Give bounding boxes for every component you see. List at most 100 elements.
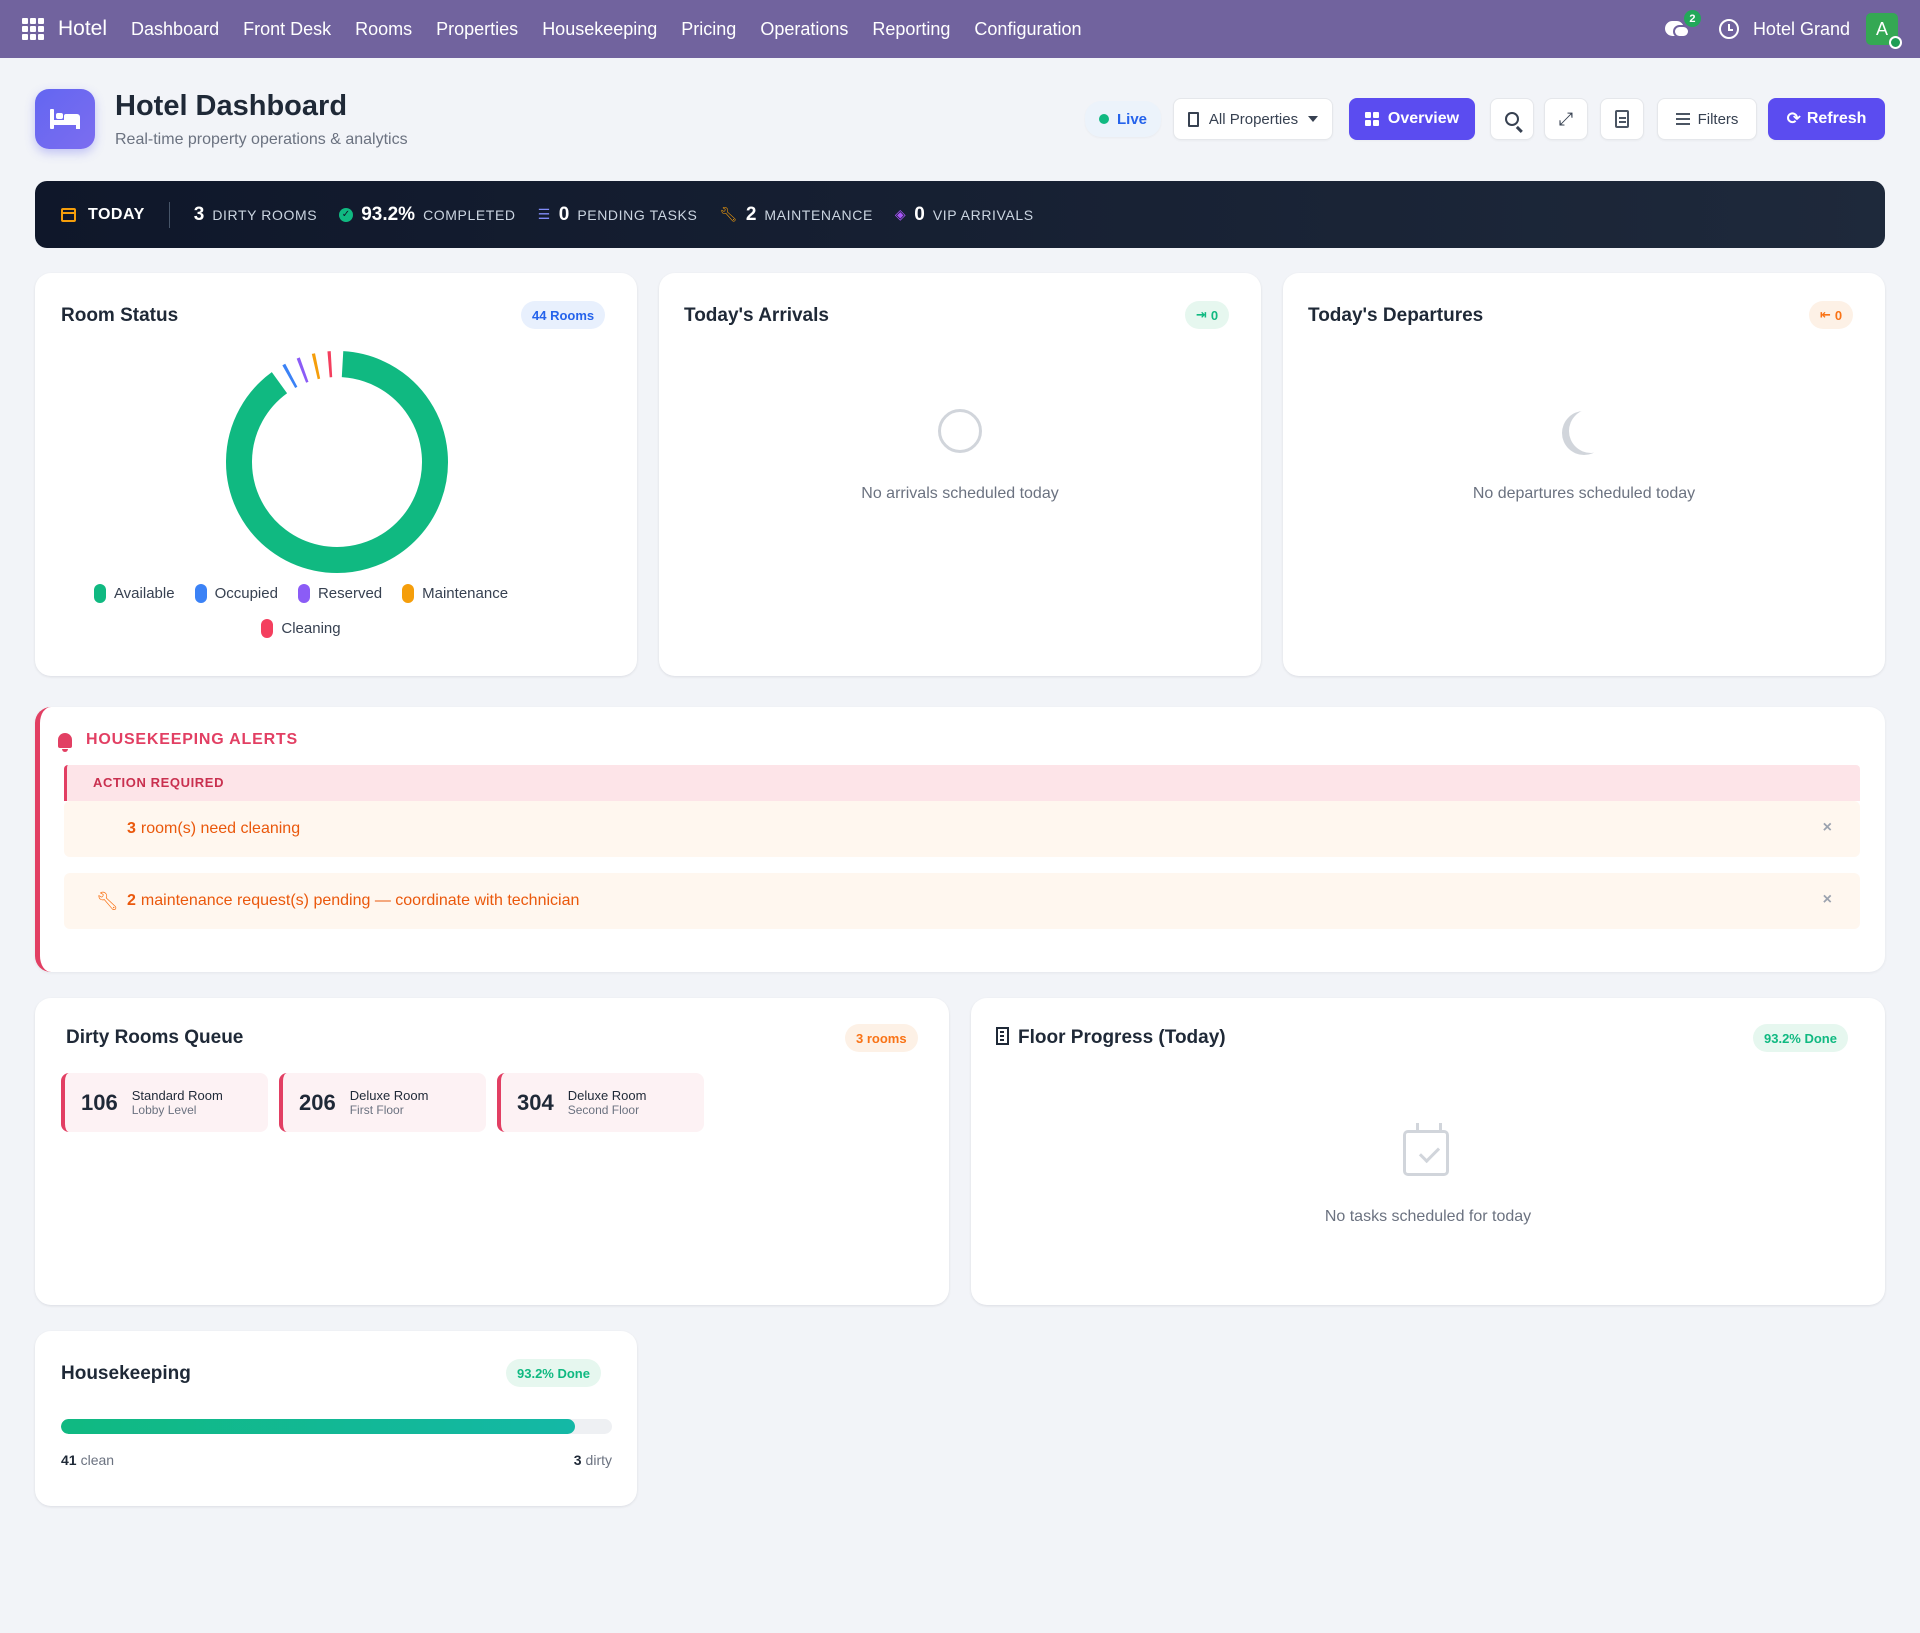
donut-slice-reserved[interactable] [296, 357, 309, 383]
alert-maintenance-count: 2 [127, 892, 136, 909]
legend-cleaning[interactable]: Cleaning [261, 619, 341, 638]
stat-vip-arrivals-value: 0 [914, 203, 925, 225]
legend-available-swatch [93, 584, 106, 603]
room-floor: First Floor [349, 1103, 404, 1117]
avatar-letter: A [1875, 18, 1888, 39]
live-label: Live [1116, 110, 1147, 128]
departures-count-badge: ⇤ 0 [1809, 301, 1854, 329]
floor-progress-card: No tasks scheduled for today [971, 998, 1885, 1305]
donut-slice-maintenance[interactable] [311, 353, 321, 380]
search-icon [1505, 112, 1519, 126]
overview-button[interactable]: Overview [1349, 98, 1475, 140]
arrivals-card: No arrivals scheduled today [659, 273, 1261, 676]
room-status-title: Room Status [61, 305, 179, 326]
live-indicator: Live [1085, 101, 1161, 137]
report-button[interactable] [1600, 98, 1644, 140]
action-required-header: ACTION REQUIRED [64, 765, 1860, 801]
room-type: Deluxe Room [349, 1088, 429, 1103]
dirty-rooms-title: Dirty Rooms Queue [66, 1027, 244, 1048]
room-chip-206[interactable]: 206 Deluxe Room First Floor [279, 1073, 486, 1132]
fullscreen-button[interactable]: ⤢ [1544, 98, 1588, 140]
sun-icon [938, 409, 982, 453]
sign-out-icon: ⇤ [1820, 307, 1831, 322]
floor-progress-empty-text: No tasks scheduled for today [1324, 1208, 1532, 1225]
filters-label: Filters [1697, 110, 1739, 128]
tasks-list-icon: ☰ [537, 206, 551, 222]
search-button[interactable] [1490, 98, 1534, 140]
floor-progress-title-text: Floor Progress (Today) [1018, 1027, 1226, 1048]
refresh-button[interactable]: ⟳ Refresh [1768, 98, 1885, 140]
donut-slice-occupied[interactable] [282, 363, 298, 389]
room-status-legend: Available Occupied Reserved Maintenance … [36, 584, 566, 638]
online-status-icon [1889, 36, 1902, 49]
room-status-card [35, 273, 637, 676]
user-avatar[interactable]: A [1866, 13, 1902, 49]
stat-dirty-rooms-value: 3 [193, 203, 205, 225]
dirty-rooms-card [35, 998, 949, 1305]
legend-maintenance[interactable]: Maintenance [402, 584, 508, 603]
main-menu: Dashboard Front Desk Rooms Properties Ho… [131, 19, 1105, 40]
menu-pricing[interactable]: Pricing [681, 18, 737, 39]
stat-completed: ✓ 93.2% COMPLETED [339, 204, 515, 226]
chat-icon[interactable]: 2 [1664, 10, 1701, 40]
menu-operations[interactable]: Operations [760, 18, 849, 39]
arrivals-count: 0 [1210, 307, 1219, 323]
app-brand[interactable]: Hotel [58, 17, 108, 40]
calendar-icon [61, 207, 76, 222]
calendar-check-icon [1403, 1123, 1449, 1176]
dismiss-alert-maintenance-button[interactable]: × [1822, 891, 1832, 908]
alerts-title: HOUSEKEEPING ALERTS [58, 731, 298, 752]
dismiss-alert-cleaning-button[interactable]: × [1822, 819, 1832, 836]
menu-configuration[interactable]: Configuration [974, 18, 1082, 39]
today-text: TODAY [88, 205, 145, 223]
departures-card: No departures scheduled today [1283, 273, 1885, 676]
dirty-rooms-badge: 3 rooms [845, 1024, 918, 1052]
document-icon [1615, 110, 1629, 128]
menu-properties[interactable]: Properties [436, 18, 519, 39]
menu-rooms[interactable]: Rooms [355, 18, 413, 39]
check-circle-icon: ✓ [339, 207, 354, 222]
legend-available[interactable]: Available [93, 584, 175, 603]
room-number: 304 [517, 1089, 554, 1115]
menu-reporting[interactable]: Reporting [872, 18, 951, 39]
alert-maintenance: 🔧︎ 2 maintenance request(s) pending — co… [64, 873, 1860, 929]
room-number: 206 [299, 1089, 336, 1115]
building-icon [1187, 111, 1199, 127]
stat-pending-tasks-value: 0 [558, 203, 570, 225]
legend-maintenance-swatch [402, 584, 415, 603]
building-icon [996, 1027, 1009, 1045]
company-switcher[interactable]: Hotel Grand [1752, 18, 1850, 39]
menu-housekeeping[interactable]: Housekeeping [542, 18, 658, 39]
stat-completed-label: COMPLETED [423, 206, 516, 223]
wrench-icon: 🔧︎ [96, 891, 119, 911]
arrivals-title: Today's Arrivals [684, 305, 829, 326]
activity-clock-icon[interactable] [1718, 19, 1739, 39]
filters-button[interactable]: Filters [1657, 98, 1757, 140]
housekeeping-progress-bar [61, 1419, 612, 1434]
wrench-icon: 🔧︎ [719, 206, 738, 222]
apps-grid-icon[interactable] [22, 18, 44, 40]
room-count-badge: 44 Rooms [521, 301, 606, 329]
menu-front-desk[interactable]: Front Desk [243, 18, 332, 39]
room-chip-106[interactable]: 106 Standard Room Lobby Level [61, 1073, 268, 1132]
legend-occupied[interactable]: Occupied [194, 584, 278, 603]
alert-cleaning: 3 room(s) need cleaning × [64, 801, 1860, 857]
floor-progress-badge: 93.2% Done [1753, 1024, 1848, 1052]
legend-occupied-label: Occupied [214, 585, 278, 602]
page-title: Hotel Dashboard [115, 90, 348, 122]
gem-icon: ◈ [894, 206, 907, 222]
legend-reserved[interactable]: Reserved [297, 584, 382, 603]
menu-dashboard[interactable]: Dashboard [131, 18, 220, 39]
stat-vip-arrivals-label: VIP ARRIVALS [932, 206, 1034, 223]
room-chip-304[interactable]: 304 Deluxe Room Second Floor [497, 1073, 704, 1132]
moon-icon [1569, 409, 1613, 453]
dirty-count-value: 3 [573, 1452, 582, 1468]
floor-progress-title: Floor Progress (Today) [996, 1027, 1226, 1049]
legend-reserved-swatch [297, 584, 310, 603]
properties-dropdown[interactable]: All Properties [1173, 98, 1333, 140]
top-navbar: Hotel Dashboard Front Desk Rooms Propert… [0, 0, 1920, 58]
live-dot-icon [1098, 114, 1109, 124]
sliders-icon [1675, 113, 1690, 125]
donut-slice-available[interactable] [226, 351, 448, 573]
legend-occupied-swatch [194, 584, 207, 603]
